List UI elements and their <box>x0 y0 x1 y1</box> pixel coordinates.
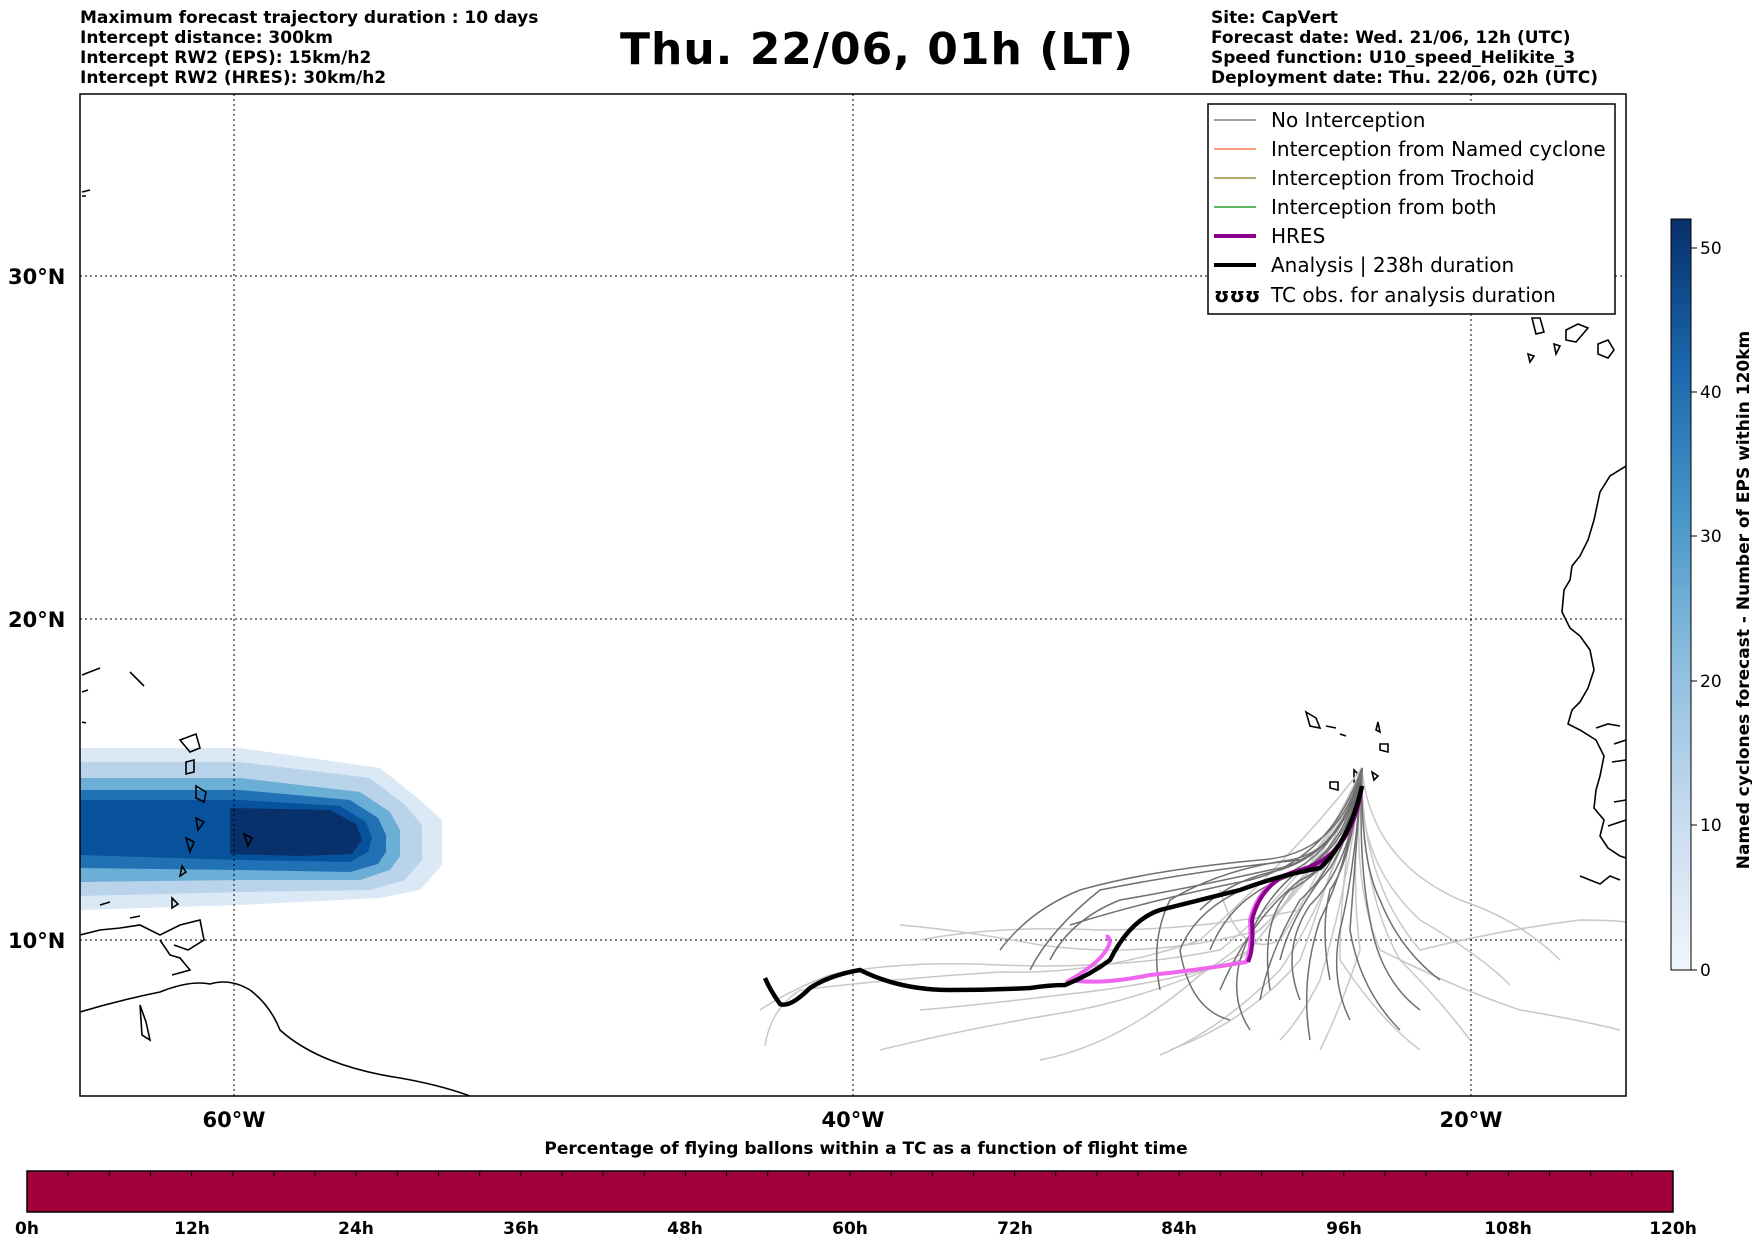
timebar-title: Percentage of flying ballons within a TC… <box>544 1139 1187 1159</box>
lon-label: 40°W <box>822 1108 885 1132</box>
header-left-line: Intercept RW2 (HRES): 30km/h2 <box>80 68 387 88</box>
timebar-tick: 0h <box>15 1219 39 1239</box>
legend-label: Analysis | 238h duration <box>1271 253 1514 277</box>
timebar-tick: 36h <box>503 1219 539 1239</box>
latitude-labels: 30°N 20°N 10°N <box>8 265 65 953</box>
legend-label: Interception from both <box>1271 195 1497 219</box>
legend-label: Interception from Named cyclone <box>1271 137 1606 161</box>
timebar-tick: 96h <box>1326 1219 1362 1239</box>
lat-label: 20°N <box>8 608 65 632</box>
colorbar-tick: 10 <box>1700 816 1722 836</box>
header-left-line: Intercept distance: 300km <box>80 28 333 48</box>
timebar-tick: 84h <box>1161 1219 1197 1239</box>
map-title: Thu. 22/06, 01h (LT) <box>620 24 1135 75</box>
flight-time-bar: Percentage of flying ballons within a TC… <box>15 1139 1697 1239</box>
header-right-line: Forecast date: Wed. 21/06, 12h (UTC) <box>1211 28 1571 48</box>
timebar-tick: 24h <box>338 1219 374 1239</box>
tc-obs-icon: ʊʊʊ <box>1214 283 1260 307</box>
timebar-tick: 60h <box>832 1219 868 1239</box>
header-left-line: Intercept RW2 (EPS): 15km/h2 <box>80 48 372 68</box>
legend-label: HRES <box>1271 224 1325 248</box>
timebar-tick: 12h <box>174 1219 210 1239</box>
timebar-tick: 48h <box>667 1219 703 1239</box>
colorbar-tick: 50 <box>1700 239 1722 259</box>
analysis-trajectory <box>762 785 1365 1007</box>
lat-label: 30°N <box>8 265 65 289</box>
cyclone-density-field <box>80 748 442 910</box>
eps-trajectories-near <box>999 767 1441 1041</box>
colorbar-label: Named cyclones forecast - Number of EPS … <box>1734 331 1752 870</box>
timebar-tick-labels: 0h 12h 24h 36h 48h 60h 72h 84h 96h 108h … <box>15 1219 1697 1239</box>
colorbar-tick: 40 <box>1700 383 1722 403</box>
longitude-labels: 60°W 40°W 20°W <box>203 1108 1503 1132</box>
timebar-minor-ticks <box>67 1171 1633 1176</box>
colorbar-tick: 0 <box>1700 961 1711 981</box>
timebar-tick: 120h <box>1649 1219 1697 1239</box>
colorbar-tick: 30 <box>1700 527 1722 547</box>
legend-label: No Interception <box>1271 108 1425 132</box>
legend: No Interception Interception from Named … <box>1207 103 1616 315</box>
colorbar-gradient <box>1670 218 1692 971</box>
header-left: Maximum forecast trajectory duration : 1… <box>80 8 538 88</box>
timebar-tick: 108h <box>1484 1219 1532 1239</box>
cyclone-colorbar: 0 10 20 30 40 50 Named cyclones forecast… <box>1670 218 1752 981</box>
lon-label: 60°W <box>203 1108 266 1132</box>
map-frame <box>79 93 1627 1097</box>
header-left-line: Maximum forecast trajectory duration : 1… <box>80 8 539 28</box>
timebar-fill <box>26 1170 1674 1213</box>
header-right-line: Speed function: U10_speed_Helikite_3 <box>1211 48 1576 68</box>
coastlines <box>80 189 1626 1096</box>
header-right-line: Site: CapVert <box>1211 8 1338 28</box>
lon-label: 20°W <box>1440 1108 1503 1132</box>
lat-label: 10°N <box>8 929 65 953</box>
legend-label: TC obs. for analysis duration <box>1270 283 1556 307</box>
timebar-tick: 72h <box>997 1219 1033 1239</box>
colorbar-tick: 20 <box>1700 672 1722 692</box>
header-right: Site: CapVert Forecast date: Wed. 21/06,… <box>1211 8 1598 88</box>
map[interactable] <box>79 93 1627 1097</box>
legend-label: Interception from Trochoid <box>1271 166 1535 190</box>
header-right-line: Deployment date: Thu. 22/06, 02h (UTC) <box>1211 68 1598 88</box>
legend-box <box>1207 103 1616 315</box>
